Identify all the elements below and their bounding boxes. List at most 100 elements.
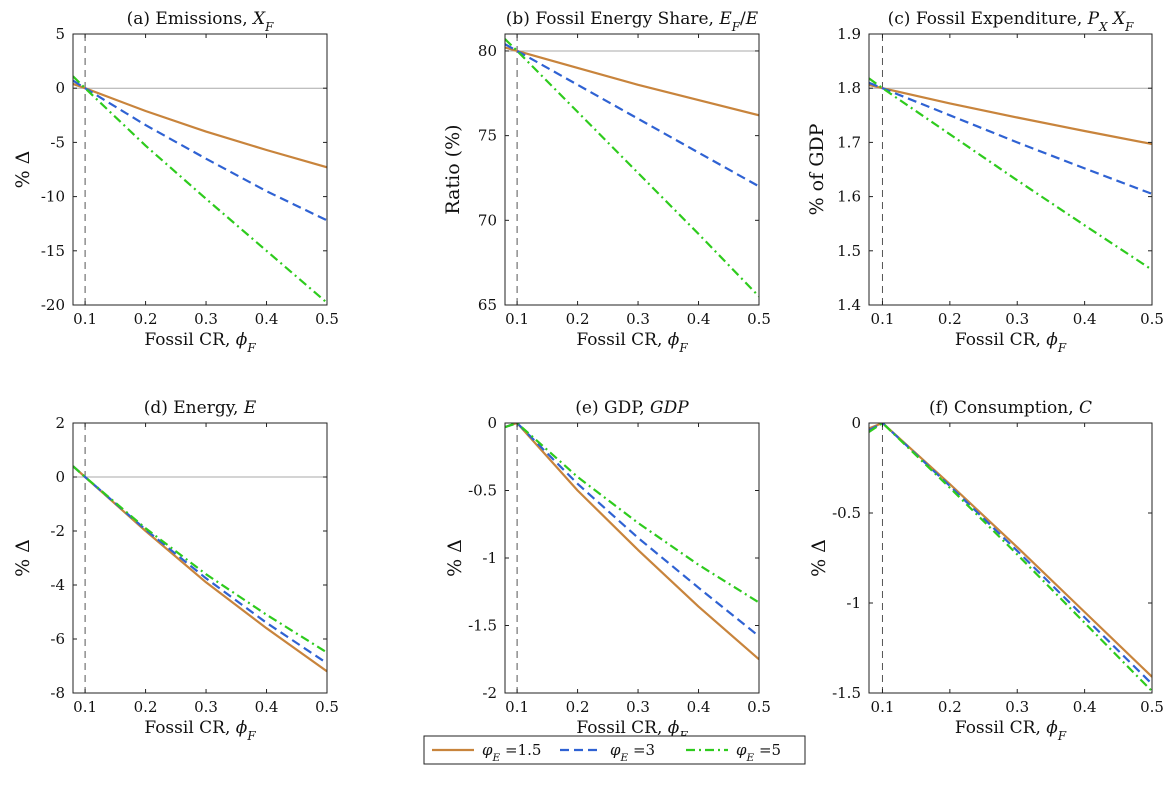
axes-frame: [72, 422, 328, 694]
series-line-phi-1-5: [869, 423, 1152, 678]
y-axis-label: % Δ: [12, 151, 34, 189]
y-tick-label: 1.4: [837, 296, 861, 314]
axes-frame: [504, 422, 760, 694]
x-tick-label: 0.4: [1073, 310, 1097, 328]
y-tick-label: -8: [50, 684, 65, 702]
y-tick-label: 0: [487, 414, 497, 432]
series-line-phi-3: [869, 81, 1152, 195]
y-axis-label: % Δ: [444, 539, 466, 577]
x-tick-label: 0.1: [505, 310, 529, 328]
panel-title: (c) Fossil Expenditure, PX XF: [888, 9, 1134, 34]
series-group: [505, 38, 759, 298]
panel-f: 0.1 0.2 0.3 0.4 0.5 -1.5 -1 -0.5 0 (f) Consumptio…: [808, 398, 1164, 743]
x-axis-label: Fossil CR, ϕF: [576, 330, 688, 355]
panel-e: 0.1 0.2 0.3 0.4 0.5 -2 -1.5 -1 -0.5 0 (e) GDP, GDP…: [444, 398, 771, 743]
x-tick-label: 0.5: [747, 310, 771, 328]
x-axis-label: Fossil CR, ϕF: [955, 330, 1067, 355]
y-tick-label: -0.5: [832, 504, 861, 522]
y-tick-label: -0.5: [468, 482, 497, 500]
x-tick-label: 0.1: [73, 310, 97, 328]
series-line-phi-1-5: [73, 82, 327, 169]
x-tick-label: 0.1: [505, 698, 529, 716]
x-tick-label: 0.4: [255, 310, 279, 328]
axes-frame: [504, 33, 760, 306]
panel-title: (b) Fossil Energy Share, EF/E: [506, 9, 759, 34]
x-tick-label: 0.4: [255, 698, 279, 716]
x-tick-label: 0.3: [194, 310, 218, 328]
y-tick-label: 65: [478, 296, 497, 314]
series-line-phi-1-5: [505, 423, 759, 661]
x-tick-label: 0.4: [687, 310, 711, 328]
legend-label: φE =1.5: [482, 741, 541, 764]
y-tick-label: -2: [482, 684, 497, 702]
x-axis-label: Fossil CR, ϕF: [144, 718, 256, 743]
x-tick-label: 0.2: [134, 310, 158, 328]
panel-title: (a) Emissions, XF: [127, 9, 274, 34]
series-line-phi-1-5: [869, 83, 1152, 146]
y-tick-label: 1.6: [837, 188, 861, 206]
legend-label: φE =3: [610, 741, 655, 764]
y-tick-label: 5: [55, 25, 65, 43]
series-line-phi-5: [505, 38, 759, 298]
series-line-phi-5: [73, 465, 327, 654]
y-tick-label: 0: [851, 414, 861, 432]
y-tick-label: 2: [55, 414, 65, 432]
panel-title: (e) GDP, GDP: [575, 398, 689, 418]
x-tick-label: 0.4: [687, 698, 711, 716]
legend: φE =1.5 φE =3 φE =5: [423, 735, 806, 765]
panel-c: 0.1 0.2 0.3 0.4 0.5 1.4 1.5 1.6 1.7 1.8 1.9 (c) Fos…: [806, 9, 1164, 355]
x-axis-label: Fossil CR, ϕF: [955, 718, 1067, 743]
y-tick-label: 0: [55, 79, 65, 97]
y-tick-label: -1.5: [832, 684, 861, 702]
x-tick-label: 0.3: [194, 698, 218, 716]
y-tick-label: 0: [55, 468, 65, 486]
series-group: [869, 423, 1152, 692]
series-group: [505, 423, 759, 661]
series-line-phi-3: [505, 423, 759, 638]
legend-label: φE =5: [736, 741, 781, 764]
x-tick-label: 0.2: [566, 310, 590, 328]
series-line-phi-1-5: [505, 46, 759, 117]
y-tick-label: 75: [478, 127, 497, 145]
x-tick-label: 0.3: [626, 698, 650, 716]
y-tick-label: -5: [50, 133, 65, 151]
x-tick-label: 0.1: [871, 310, 895, 328]
series-group: [73, 75, 327, 304]
x-tick-label: 0.2: [134, 698, 158, 716]
panel-title: (d) Energy, E: [144, 398, 257, 418]
x-tick-label: 0.5: [315, 310, 339, 328]
x-tick-label: 0.3: [626, 310, 650, 328]
panel-d: 0.1 0.2 0.3 0.4 0.5 -8 -6 -4 -2 0 2 (d) Energy, E Fo…: [12, 398, 339, 743]
x-tick-label: 0.5: [1140, 698, 1164, 716]
series-group: [73, 465, 327, 673]
x-tick-label: 0.2: [938, 310, 962, 328]
x-tick-label: 0.3: [1005, 698, 1029, 716]
y-tick-label: 80: [478, 42, 497, 60]
x-tick-label: 0.5: [747, 698, 771, 716]
y-tick-label: -15: [41, 242, 65, 260]
legend-box: [423, 735, 806, 765]
y-tick-label: -10: [41, 188, 65, 206]
y-tick-label: -2: [50, 522, 65, 540]
series-line-phi-3: [73, 465, 327, 665]
series-line-phi-3: [869, 423, 1152, 685]
y-axis-label: % Δ: [12, 539, 34, 577]
y-tick-label: -1.5: [468, 617, 497, 635]
axes-frame: [868, 33, 1153, 306]
panel-a: 0.1 0.2 0.3 0.4 0.5 -20 -15 -10 -5 0 5 (a) Emission…: [12, 9, 339, 355]
y-tick-label: 1.7: [837, 133, 861, 151]
series-line-phi-5: [869, 77, 1152, 271]
series-line-phi-5: [869, 423, 1152, 692]
y-tick-label: 1.9: [837, 25, 861, 43]
series-line-phi-5: [73, 75, 327, 304]
x-tick-label: 0.4: [1073, 698, 1097, 716]
y-axis-label: % Δ: [808, 539, 830, 577]
x-tick-label: 0.5: [315, 698, 339, 716]
series-line-phi-1-5: [73, 465, 327, 673]
x-axis-label: Fossil CR, ϕF: [144, 330, 256, 355]
x-tick-label: 0.5: [1140, 310, 1164, 328]
axes-frame: [72, 33, 328, 306]
panel-b: 0.1 0.2 0.3 0.4 0.5 65 70 75 80 (b) Fossil Energy…: [442, 9, 771, 355]
x-tick-label: 0.3: [1005, 310, 1029, 328]
